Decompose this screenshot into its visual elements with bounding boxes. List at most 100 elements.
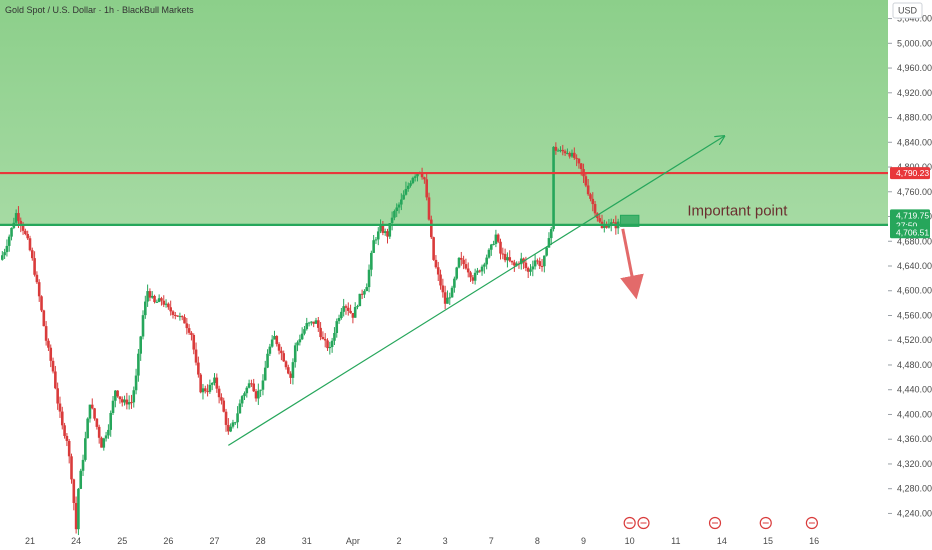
candle-body	[296, 342, 299, 346]
candle-body	[346, 307, 350, 311]
chart-background-lower	[0, 224, 888, 532]
candle-body	[593, 204, 597, 214]
candle-body	[305, 323, 309, 330]
candle-body	[97, 426, 101, 438]
candle-body	[589, 194, 592, 199]
candle-body	[310, 321, 313, 323]
candle-body	[84, 438, 87, 460]
candle-body	[127, 402, 131, 405]
y-tick-label: 4,600.00	[897, 286, 932, 296]
y-tick-label: 4,400.00	[897, 409, 932, 419]
x-tick-label: 26	[163, 536, 173, 546]
candle-body	[118, 396, 122, 400]
candle-body	[549, 229, 553, 239]
candle-body	[552, 146, 555, 230]
candle-body	[323, 338, 327, 341]
candle-body	[573, 152, 576, 158]
x-tick-label: 28	[256, 536, 266, 546]
candle-body	[1, 255, 4, 260]
candle-body	[612, 222, 615, 224]
candle-body	[150, 295, 154, 298]
x-tick-label: 8	[535, 536, 540, 546]
candle-body	[443, 292, 447, 304]
candle-body	[321, 337, 325, 339]
candle-body	[252, 383, 256, 392]
candle-body	[432, 237, 435, 260]
x-tick-label: Apr	[346, 536, 360, 546]
candle-body	[566, 153, 569, 155]
candle-body	[363, 291, 366, 295]
candle-body	[471, 277, 475, 281]
candle-body	[245, 387, 249, 394]
candle-body	[556, 150, 560, 152]
candle-body	[277, 344, 281, 351]
y-tick-label: 5,000.00	[897, 38, 932, 48]
candle-body	[531, 266, 535, 270]
candle-body	[397, 204, 401, 208]
candle-body	[340, 311, 343, 319]
y-tick-label: 4,680.00	[897, 236, 932, 246]
candle-body	[586, 185, 590, 195]
candle-body	[344, 306, 348, 308]
x-tick-label: 31	[302, 536, 312, 546]
candle-body	[450, 287, 454, 298]
candle-body	[383, 231, 387, 233]
candle-body	[30, 250, 34, 259]
candle-body	[220, 397, 223, 401]
important-point-marker	[619, 214, 640, 227]
candle-body	[430, 219, 433, 238]
candle-body	[476, 270, 479, 273]
candle-body	[160, 298, 163, 301]
candle-body	[240, 396, 244, 404]
y-tick-label: 4,800.00	[897, 162, 932, 172]
x-tick-label: 7	[489, 536, 494, 546]
candle-body	[386, 231, 389, 237]
currency-button[interactable]: USD	[892, 2, 923, 19]
time-axis-panel	[0, 532, 888, 550]
candle-body	[77, 488, 80, 530]
candle-body	[70, 456, 73, 480]
candle-body	[173, 314, 177, 316]
candle-body	[116, 390, 119, 397]
candle-body	[74, 502, 78, 530]
candle-body	[123, 399, 126, 403]
candle-body	[222, 400, 226, 412]
x-tick-label: 14	[717, 536, 727, 546]
candle-body	[427, 197, 431, 220]
candle-body	[496, 234, 500, 242]
candle-body	[287, 367, 290, 374]
y-tick-label: 4,440.00	[897, 385, 932, 395]
candle-body	[319, 327, 322, 338]
x-tick-label: 16	[809, 536, 819, 546]
candle-body	[501, 253, 505, 255]
y-tick-label: 4,280.00	[897, 484, 932, 494]
candle-body	[434, 259, 438, 268]
candle-body	[519, 258, 523, 265]
candle-body	[197, 362, 200, 375]
candle-body	[137, 353, 140, 376]
candle-body	[19, 220, 23, 226]
candle-body	[543, 255, 546, 267]
candle-body	[206, 391, 209, 393]
candle-body	[49, 347, 53, 361]
candle-body	[358, 293, 362, 307]
candle-body	[335, 321, 339, 333]
candle-body	[102, 438, 106, 448]
candle-body	[503, 254, 507, 261]
candle-body	[171, 311, 175, 315]
y-tick-label: 4,840.00	[897, 137, 932, 147]
candle-body	[111, 400, 115, 413]
candle-body	[568, 153, 572, 157]
candle-body	[404, 188, 408, 195]
candle-body	[540, 265, 544, 267]
candle-body	[284, 361, 288, 368]
candle-body	[416, 173, 419, 177]
x-tick-label: 15	[763, 536, 773, 546]
projection-arrow	[620, 228, 644, 300]
price-axis-panel	[888, 0, 932, 550]
candle-body	[524, 262, 528, 269]
candle-body	[164, 303, 168, 305]
candle-body	[298, 339, 302, 343]
